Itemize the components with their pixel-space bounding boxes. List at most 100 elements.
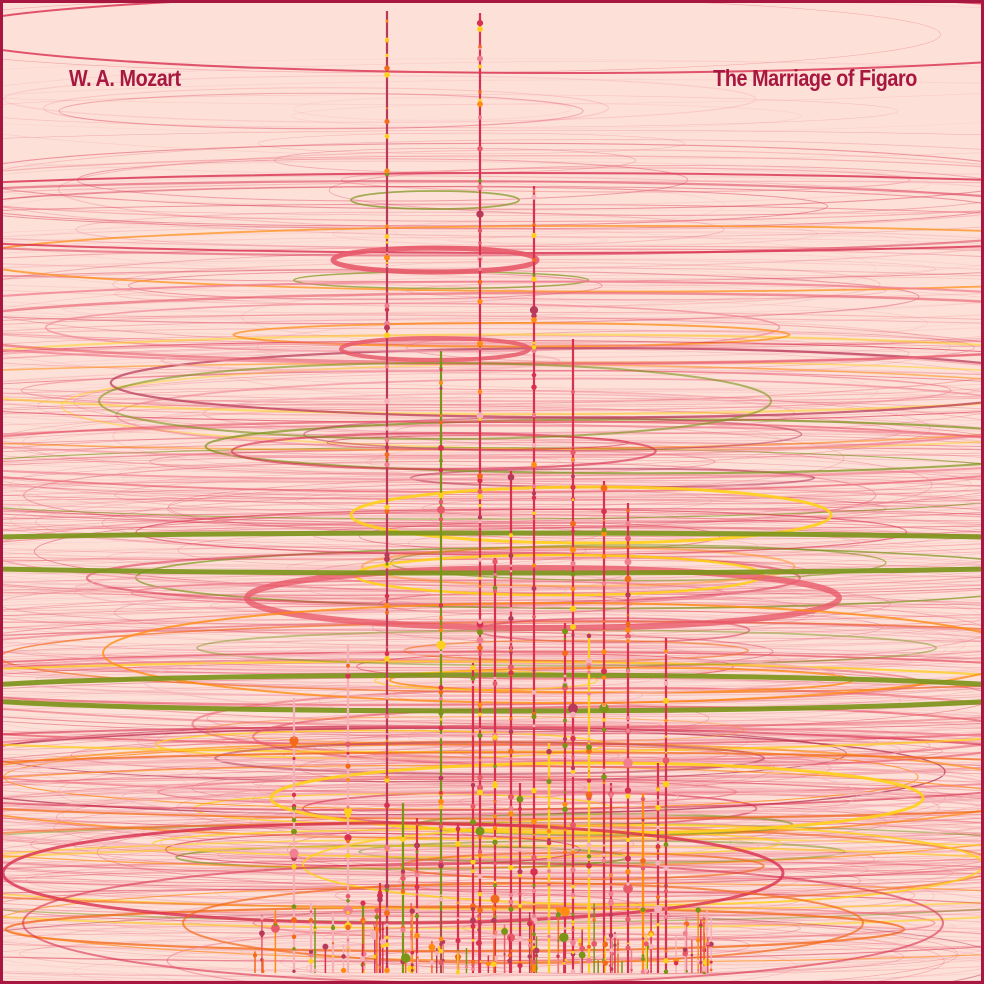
- stem-bead: [648, 932, 654, 937]
- stem-bead: [400, 869, 406, 874]
- stem-bead: [578, 942, 583, 947]
- stem-bead: [528, 938, 532, 942]
- stem-bead: [400, 927, 406, 933]
- stem-bead: [623, 883, 633, 894]
- stem-bead: [586, 842, 592, 848]
- ellipse-stem-graphic: [3, 3, 981, 981]
- stem-bead: [260, 916, 264, 920]
- stem-bead: [438, 804, 444, 810]
- ring-faint: [3, 258, 981, 326]
- stem-bead: [532, 511, 536, 515]
- stem-bead: [571, 445, 575, 449]
- stem-bead: [384, 556, 390, 563]
- stem-bead: [493, 575, 497, 579]
- stem-bead: [478, 728, 482, 731]
- ring-faint: [3, 345, 981, 486]
- stem-bead: [508, 810, 514, 817]
- stem-bead: [682, 947, 688, 953]
- stem-bead: [602, 878, 606, 881]
- stem-bead: [626, 639, 630, 643]
- stem-bead: [384, 37, 390, 42]
- stem-bead: [384, 65, 390, 71]
- ring-faint: [3, 932, 957, 977]
- ring-major: [3, 530, 981, 576]
- stem-bead: [478, 98, 482, 102]
- stem-bead: [508, 899, 514, 905]
- ring-faint: [3, 170, 981, 281]
- stem-bead: [563, 753, 567, 758]
- ring-faint: [404, 891, 528, 899]
- ring-faint: [308, 581, 567, 600]
- stem-bead: [570, 766, 576, 771]
- stem-bead: [470, 803, 476, 809]
- stem-bead: [531, 348, 537, 354]
- stem-bead: [309, 910, 313, 913]
- ring-faint: [3, 230, 981, 338]
- stem-bead: [587, 670, 591, 675]
- stem-bead: [308, 918, 314, 923]
- stem-bead: [532, 940, 536, 944]
- stem-bead: [491, 934, 497, 939]
- stem-bead: [414, 842, 420, 849]
- stem-bead: [475, 939, 482, 946]
- stem-bead: [625, 945, 631, 951]
- stem-bead: [625, 855, 631, 862]
- stem-bead: [385, 935, 389, 940]
- ring-faint: [114, 473, 981, 516]
- stem-bead: [493, 676, 497, 681]
- ring-faint: [306, 939, 981, 981]
- ring-major: [350, 190, 520, 210]
- stem-bead: [696, 959, 701, 964]
- stem-bead: [252, 953, 258, 958]
- stem-bead: [509, 564, 513, 567]
- stem-bead: [385, 739, 389, 742]
- stem-bead: [592, 919, 596, 922]
- stem-bead: [414, 932, 420, 939]
- stem-bead: [571, 850, 575, 855]
- stem-bead: [384, 552, 390, 558]
- stem-bead: [601, 668, 607, 675]
- ring-faint: [37, 370, 981, 442]
- stem-bead: [601, 727, 607, 732]
- stem-bead: [526, 920, 533, 927]
- stem-bead: [609, 948, 614, 953]
- ring-faint: [3, 547, 981, 597]
- stem-bead: [570, 623, 576, 630]
- stem-bead: [562, 806, 568, 813]
- stem-bead: [517, 935, 523, 942]
- stem-bead: [570, 449, 576, 456]
- stem-bead: [477, 184, 483, 190]
- stem-bead: [493, 883, 497, 888]
- stem-bead: [562, 736, 568, 742]
- ring-faint: [3, 911, 958, 981]
- stem-bead: [508, 533, 514, 538]
- stem-bead: [385, 923, 389, 927]
- stem-bead: [532, 518, 536, 521]
- stem-bead: [602, 718, 606, 722]
- stem-bead: [477, 477, 483, 484]
- ring-faint: [3, 525, 981, 601]
- ring-faint: [3, 911, 981, 931]
- stem-bead: [492, 782, 498, 789]
- stem-bead: [477, 515, 483, 520]
- stem-bead: [477, 473, 483, 480]
- stem-bead: [438, 859, 444, 864]
- stem-bead: [705, 941, 710, 946]
- stem-bead: [682, 930, 688, 936]
- stem-bead: [374, 907, 380, 913]
- stem-bead: [415, 850, 419, 854]
- stem-bead: [517, 869, 523, 875]
- stem-bead: [602, 844, 606, 847]
- ring-faint: [3, 511, 981, 637]
- stem-bead: [492, 558, 498, 565]
- ring-medium: [374, 670, 598, 691]
- stem-bead: [586, 633, 592, 639]
- stem-bead: [547, 776, 551, 779]
- stem-bead: [531, 313, 537, 319]
- stem-bead: [346, 949, 350, 952]
- ring-faint: [3, 180, 981, 251]
- stem-bead: [477, 928, 481, 932]
- stem-bead: [699, 961, 703, 965]
- stem-bead: [625, 627, 631, 633]
- ring-faint: [3, 79, 981, 178]
